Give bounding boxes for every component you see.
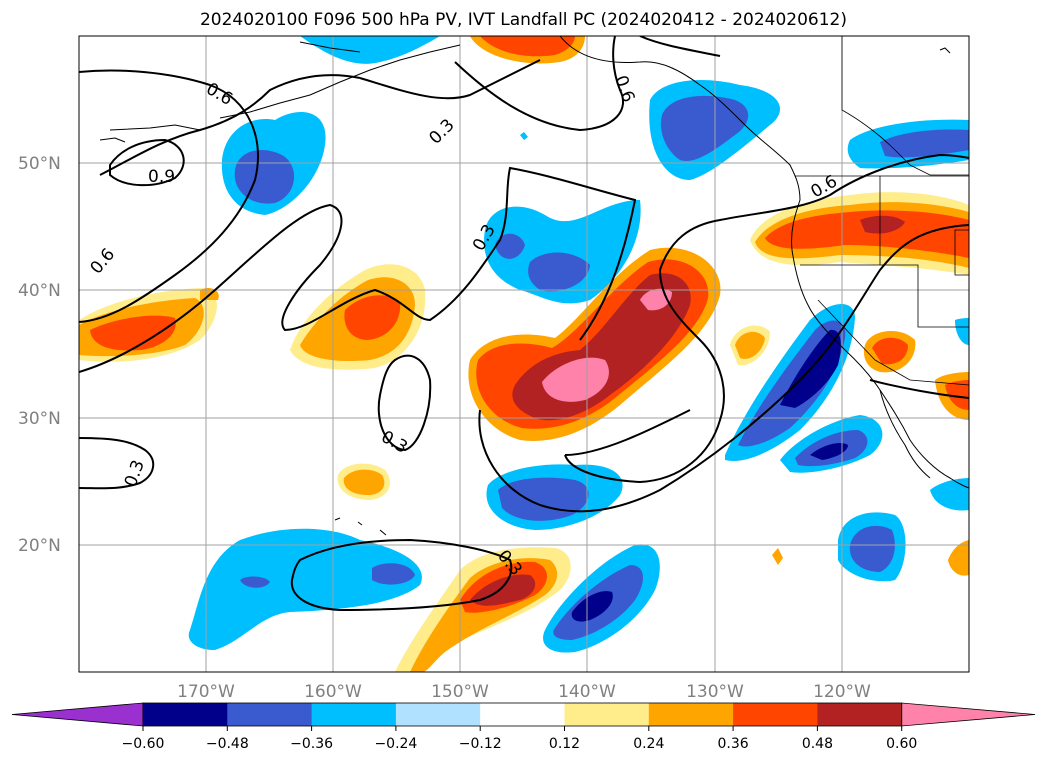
colorbar-tick-label: 0.60 bbox=[886, 736, 917, 752]
colorbar-bin bbox=[143, 703, 228, 726]
contour-0.6-east bbox=[639, 36, 721, 57]
lon-label-140w: 140°W bbox=[558, 682, 616, 702]
neg-anomaly-central bbox=[484, 200, 641, 304]
lat-label-40n: 40°N bbox=[18, 281, 61, 301]
latitude-labels: 50°N 40°N 30°N 20°N bbox=[18, 154, 61, 556]
colorbar-tick-label: −0.12 bbox=[459, 736, 502, 752]
map-title: 2024020100 F096 500 hPa PV, IVT Landfall… bbox=[199, 10, 847, 30]
contour-0.3-small bbox=[377, 354, 432, 452]
political-borders bbox=[795, 36, 969, 386]
colorbar-extend-low bbox=[11, 702, 144, 727]
lon-label-160w: 160°W bbox=[304, 682, 362, 702]
contour-0.6-west bbox=[79, 166, 637, 373]
colorbar-tick-label: 0.48 bbox=[802, 736, 833, 752]
colorbar-bin bbox=[648, 703, 734, 726]
lat-label-30n: 30°N bbox=[18, 409, 61, 429]
contour-0.3-outer bbox=[564, 153, 969, 484]
colorbar-tick-label: 0.36 bbox=[718, 736, 749, 752]
colorbar-tick-label: −0.36 bbox=[290, 736, 333, 752]
lat-label-20n: 20°N bbox=[18, 536, 61, 556]
shaded-anomalies bbox=[79, 36, 969, 672]
contour-0.3-gulf bbox=[454, 36, 625, 132]
neg-anomaly-17n bbox=[188, 528, 422, 650]
contour-0.6-baja bbox=[869, 379, 969, 399]
colorbar-bin bbox=[817, 703, 903, 726]
colorbar-bin bbox=[227, 703, 313, 726]
colorbar-tick-label: −0.60 bbox=[122, 736, 165, 752]
lon-label-170w: 170°W bbox=[177, 682, 235, 702]
lon-label-150w: 150°W bbox=[431, 682, 489, 702]
lat-label-50n: 50°N bbox=[18, 154, 61, 174]
gridlines bbox=[79, 36, 969, 672]
coastlines bbox=[99, 36, 969, 536]
contour-0.9 bbox=[109, 138, 185, 187]
colorbar-bin bbox=[480, 703, 565, 726]
colorbar-tick-label: 0.24 bbox=[633, 736, 664, 752]
colorbar-bin bbox=[311, 703, 397, 726]
colorbar-bin bbox=[564, 703, 650, 726]
contour-0.3-inner bbox=[564, 409, 691, 456]
neg-anomaly-north bbox=[300, 36, 440, 64]
colorbar-tick-label: −0.24 bbox=[374, 736, 417, 752]
map-frame bbox=[78, 35, 970, 673]
contour-0.3-loop bbox=[99, 74, 361, 176]
contour-0.6-nw bbox=[79, 69, 259, 323]
colorbar-outline bbox=[142, 702, 903, 727]
longitude-labels: 170°W 160°W 150°W 140°W 130°W 120°W bbox=[177, 682, 871, 702]
colorbar-tick-label: −0.48 bbox=[206, 736, 249, 752]
lon-label-130w: 130°W bbox=[686, 682, 744, 702]
pc-contours bbox=[79, 36, 969, 612]
colorbar: −0.60 −0.48 −0.36 −0.24 −0.12 0.12 0.24 0.36 0.4… bbox=[11, 702, 1036, 752]
colorbar-bin bbox=[733, 703, 818, 726]
contour-label: 0.9 bbox=[148, 167, 175, 187]
contour-0.3-north bbox=[359, 59, 541, 100]
lon-label-120w: 120°W bbox=[813, 682, 871, 702]
colorbar-extend-high bbox=[901, 702, 1036, 727]
contour-0.6-outer bbox=[478, 224, 969, 513]
contour-0.3-south bbox=[290, 538, 513, 612]
colorbar-tick-label: 0.12 bbox=[549, 736, 580, 752]
colorbar-bin bbox=[395, 703, 481, 726]
contour-0.3-west bbox=[79, 437, 155, 490]
